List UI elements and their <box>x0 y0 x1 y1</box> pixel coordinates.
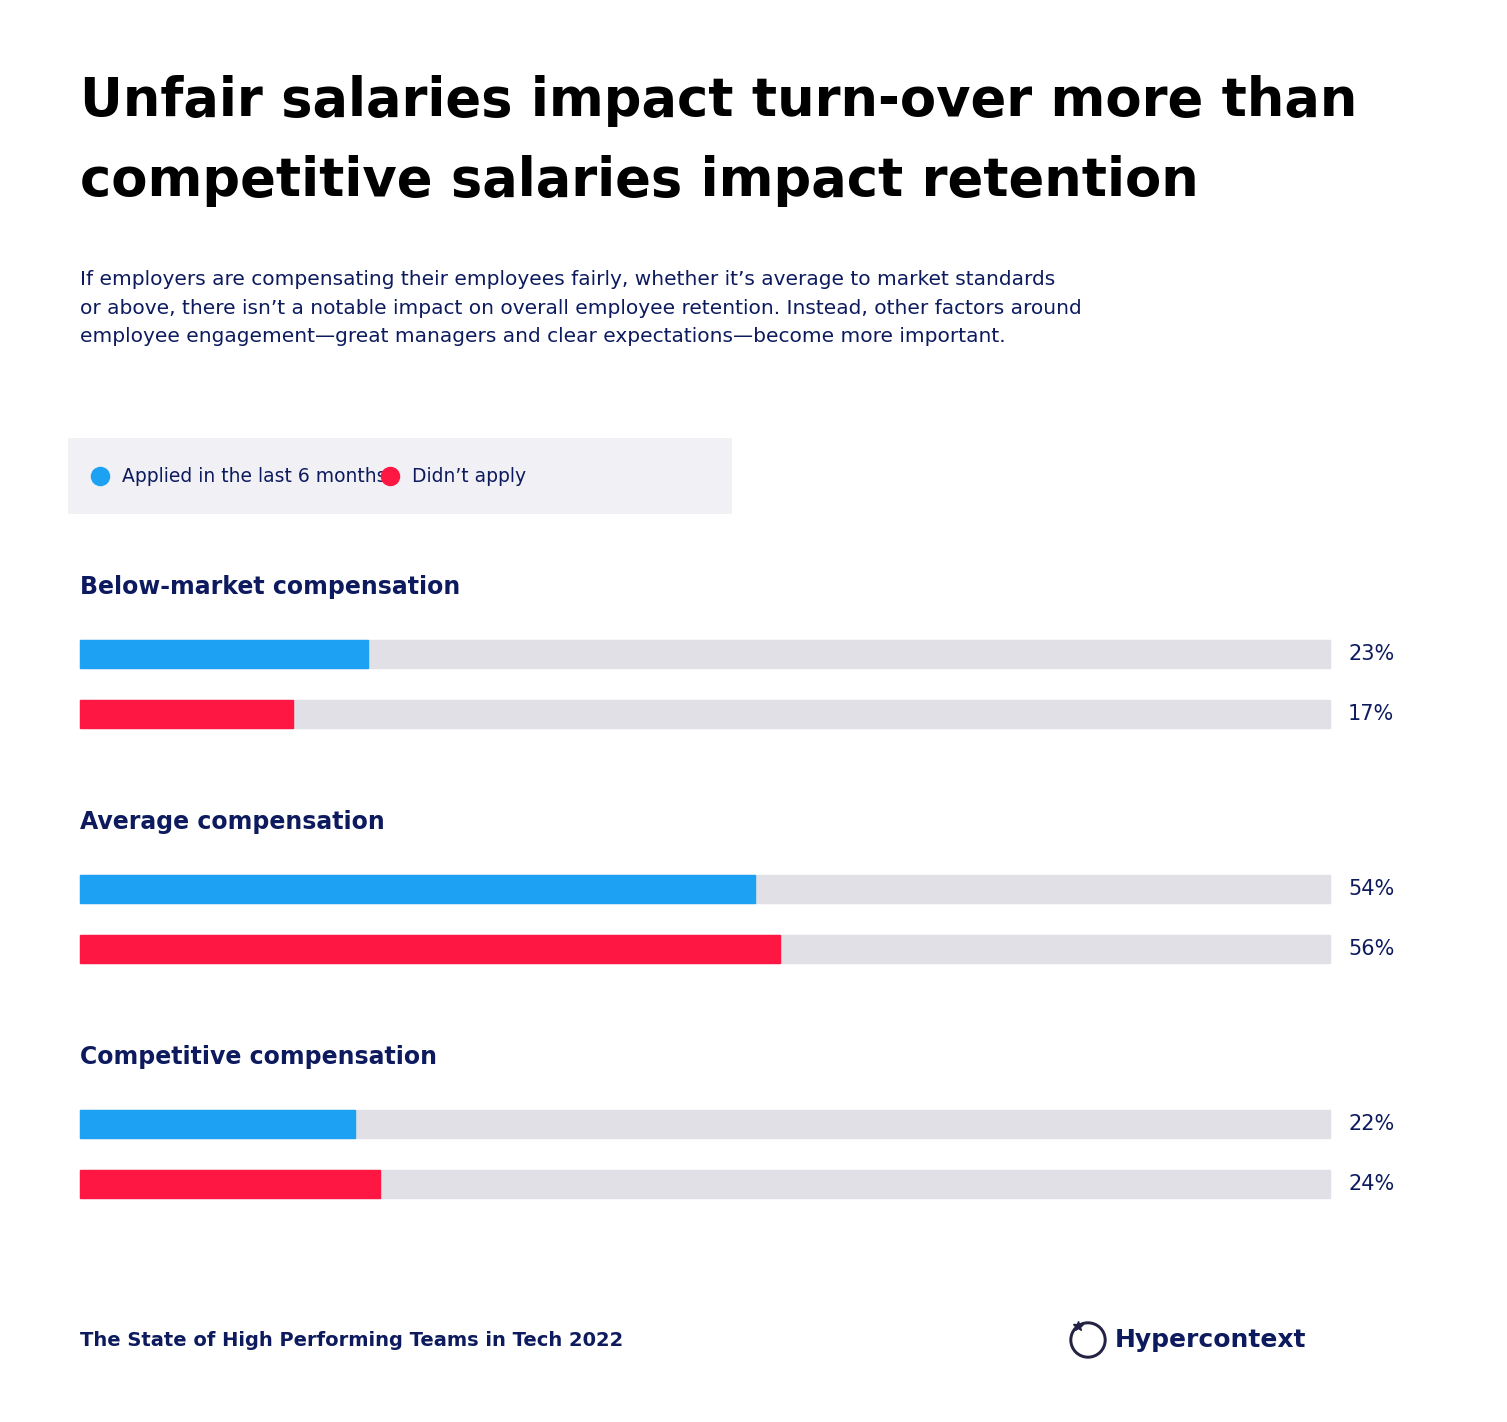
Text: 23%: 23% <box>1347 644 1394 664</box>
Bar <box>80 640 368 668</box>
Bar <box>80 700 292 728</box>
Bar <box>80 875 1331 903</box>
Text: Unfair salaries impact turn-over more than: Unfair salaries impact turn-over more th… <box>80 75 1358 127</box>
Text: Applied in the last 6 months: Applied in the last 6 months <box>122 466 386 485</box>
Bar <box>80 936 1331 963</box>
Bar <box>80 700 1331 728</box>
Text: Competitive compensation: Competitive compensation <box>80 1045 437 1069</box>
FancyBboxPatch shape <box>68 438 732 513</box>
Bar <box>80 936 781 963</box>
Text: 56%: 56% <box>1347 939 1394 958</box>
Circle shape <box>1073 1325 1103 1355</box>
Text: Hypercontext: Hypercontext <box>1115 1328 1307 1352</box>
Circle shape <box>1070 1322 1106 1358</box>
Bar <box>80 1170 380 1197</box>
Bar <box>80 1170 1331 1197</box>
Text: The State of High Performing Teams in Tech 2022: The State of High Performing Teams in Te… <box>80 1331 624 1349</box>
Bar <box>80 875 755 903</box>
Bar <box>80 1111 1331 1138</box>
Bar <box>80 640 1331 668</box>
Text: 24%: 24% <box>1347 1175 1394 1194</box>
Text: Below-market compensation: Below-market compensation <box>80 574 460 599</box>
Text: If employers are compensating their employees fairly, whether it’s average to ma: If employers are compensating their empl… <box>80 270 1082 347</box>
Text: Didn’t apply: Didn’t apply <box>411 466 526 485</box>
Bar <box>80 1111 356 1138</box>
Text: 22%: 22% <box>1347 1113 1394 1133</box>
Text: competitive salaries impact retention: competitive salaries impact retention <box>80 155 1198 208</box>
Text: Average compensation: Average compensation <box>80 811 384 833</box>
Text: 54%: 54% <box>1347 879 1394 899</box>
Text: 17%: 17% <box>1347 704 1394 724</box>
